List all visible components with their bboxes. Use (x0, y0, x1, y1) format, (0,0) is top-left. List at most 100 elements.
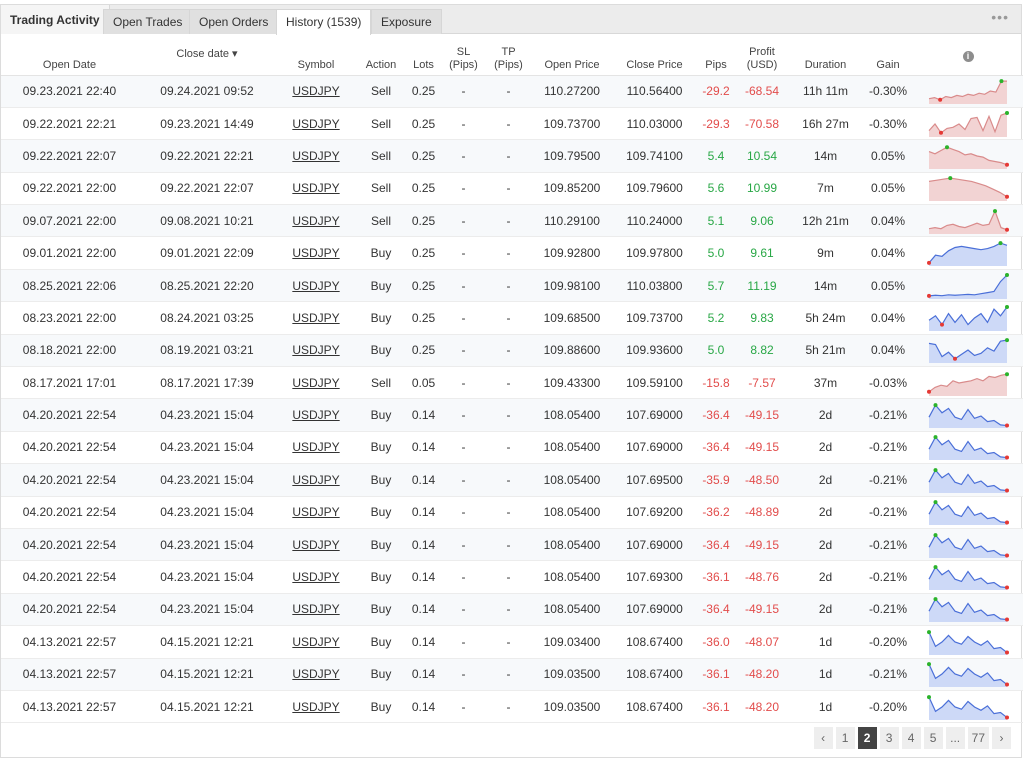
cell-symbol[interactable]: USDJPY (276, 625, 356, 659)
cell-open-price: 108.05400 (531, 398, 613, 432)
sparkline-line (928, 404, 1008, 427)
page-button[interactable]: 77 (967, 727, 989, 749)
more-options-icon[interactable]: ••• (991, 9, 1009, 25)
cell-symbol[interactable]: USDJPY (276, 431, 356, 465)
cell-sl-pips: - (441, 398, 486, 432)
cell-gain: -0.21% (863, 463, 913, 497)
cell-symbol[interactable]: USDJPY (276, 269, 356, 303)
sparkline-high-dot (1005, 371, 1009, 376)
tab-open-trades[interactable]: Open Trades (103, 9, 193, 34)
cell-pips: 5.4 (696, 139, 736, 173)
cell-tp-pips: - (486, 366, 531, 400)
tab-exposure[interactable]: Exposure (371, 9, 442, 34)
prev-page-button[interactable]: ‹ (813, 727, 833, 749)
page-button[interactable]: 4 (901, 727, 921, 749)
col-profit-unit: (USD) (746, 58, 778, 71)
cell-symbol[interactable]: USDJPY (276, 301, 356, 335)
cell-sl-pips: - (441, 75, 486, 108)
cell-symbol[interactable]: USDJPY (276, 560, 356, 594)
cell-sl-pips: - (441, 139, 486, 173)
cell-duration: 16h 27m (788, 107, 863, 141)
col-gain[interactable]: Gain (863, 37, 913, 76)
cell-symbol[interactable]: USDJPY (276, 236, 356, 270)
page-button[interactable]: 1 (835, 727, 855, 749)
next-page-button[interactable]: › (992, 727, 1011, 749)
cell-pips: -36.0 (696, 625, 736, 659)
cell-symbol[interactable]: USDJPY (276, 690, 356, 724)
cell-trade-chart (913, 75, 1023, 108)
cell-symbol[interactable]: USDJPY (276, 204, 356, 238)
col-action[interactable]: Action (356, 37, 406, 76)
col-sl[interactable]: SL (Pips) (441, 37, 486, 76)
cell-profit: 11.19 (736, 269, 788, 303)
col-duration[interactable]: Duration (788, 37, 863, 76)
col-lots[interactable]: Lots (406, 37, 441, 76)
col-tp-unit: (Pips) (494, 58, 523, 71)
cell-open-date: 04.20.2021 22:54 (1, 398, 138, 432)
sparkline-area (929, 373, 1007, 396)
trade-sparkline (928, 597, 1009, 623)
cell-symbol[interactable]: USDJPY (276, 366, 356, 400)
cell-sl-pips: - (441, 172, 486, 206)
col-open-date[interactable]: Open Date (1, 37, 138, 76)
cell-symbol[interactable]: USDJPY (276, 107, 356, 141)
cell-symbol[interactable]: USDJPY (276, 463, 356, 497)
table-row: 08.17.2021 17:01 08.17.2021 17:39 USDJPY Se… (1, 366, 1023, 400)
sparkline-area (929, 178, 1007, 202)
col-tp[interactable]: TP (Pips) (486, 37, 531, 76)
cell-symbol[interactable]: USDJPY (276, 658, 356, 691)
table-row: 09.23.2021 22:40 09.24.2021 09:52 USDJPY Se… (1, 75, 1023, 108)
sparkline-low-dot (1005, 650, 1009, 655)
sparkline-low-dot (1005, 227, 1009, 232)
cell-symbol[interactable]: USDJPY (276, 172, 356, 206)
cell-open-price: 108.05400 (531, 431, 613, 465)
cell-open-price: 109.03500 (531, 658, 613, 691)
cell-duration: 1d (788, 690, 863, 724)
cell-symbol[interactable]: USDJPY (276, 496, 356, 529)
col-symbol[interactable]: Symbol (276, 37, 356, 76)
sparkline-low-dot (1005, 488, 1009, 493)
cell-open-price: 109.73700 (531, 107, 613, 141)
cell-duration: 7m (788, 172, 863, 206)
col-pips[interactable]: Pips (696, 37, 736, 76)
cell-close-date: 04.23.2021 15:04 (138, 528, 276, 562)
cell-gain: 0.05% (863, 139, 913, 173)
cell-gain: 0.04% (863, 204, 913, 238)
page-button[interactable]: 2 (857, 727, 877, 749)
cell-action: Buy (356, 431, 406, 465)
info-icon[interactable]: i (962, 50, 974, 62)
cell-symbol[interactable]: USDJPY (276, 75, 356, 108)
tab-trading-activity[interactable]: Trading Activity (1, 5, 110, 34)
table-row: 04.20.2021 22:54 04.23.2021 15:04 USDJPY Bu… (1, 431, 1023, 465)
tab-open-orders[interactable]: Open Orders (189, 9, 279, 34)
cell-symbol[interactable]: USDJPY (276, 139, 356, 173)
cell-symbol[interactable]: USDJPY (276, 593, 356, 627)
sparkline-high-dot (993, 208, 997, 213)
pagination-ellipsis: ... (945, 727, 965, 749)
sparkline-area (929, 469, 1007, 493)
table-row: 04.20.2021 22:54 04.23.2021 15:04 USDJPY Bu… (1, 463, 1023, 497)
col-close-date[interactable]: Close date ▾ (138, 37, 276, 76)
table-row: 09.22.2021 22:00 09.22.2021 22:07 USDJPY Se… (1, 172, 1023, 206)
cell-symbol[interactable]: USDJPY (276, 528, 356, 562)
cell-close-price: 109.97800 (613, 236, 696, 270)
cell-close-price: 110.03000 (613, 107, 696, 141)
col-profit[interactable]: Profit (USD) (736, 37, 788, 76)
sparkline-low-dot (1005, 162, 1009, 167)
page-button[interactable]: 3 (879, 727, 899, 749)
page-button[interactable]: 5 (923, 727, 943, 749)
col-close-price[interactable]: Close Price (613, 37, 696, 76)
cell-sl-pips: - (441, 658, 486, 691)
cell-profit: -48.89 (736, 496, 788, 529)
cell-close-price: 108.67400 (613, 658, 696, 691)
cell-tp-pips: - (486, 658, 531, 691)
cell-symbol[interactable]: USDJPY (276, 334, 356, 368)
cell-symbol[interactable]: USDJPY (276, 398, 356, 432)
cell-close-date: 04.23.2021 15:04 (138, 560, 276, 594)
cell-pips: -35.9 (696, 463, 736, 497)
tab-history[interactable]: History (1539) (276, 9, 372, 35)
cell-open-date: 08.18.2021 22:00 (1, 334, 138, 368)
cell-open-date: 04.13.2021 22:57 (1, 690, 138, 724)
col-open-price[interactable]: Open Price (531, 37, 613, 76)
cell-gain: 0.05% (863, 269, 913, 303)
